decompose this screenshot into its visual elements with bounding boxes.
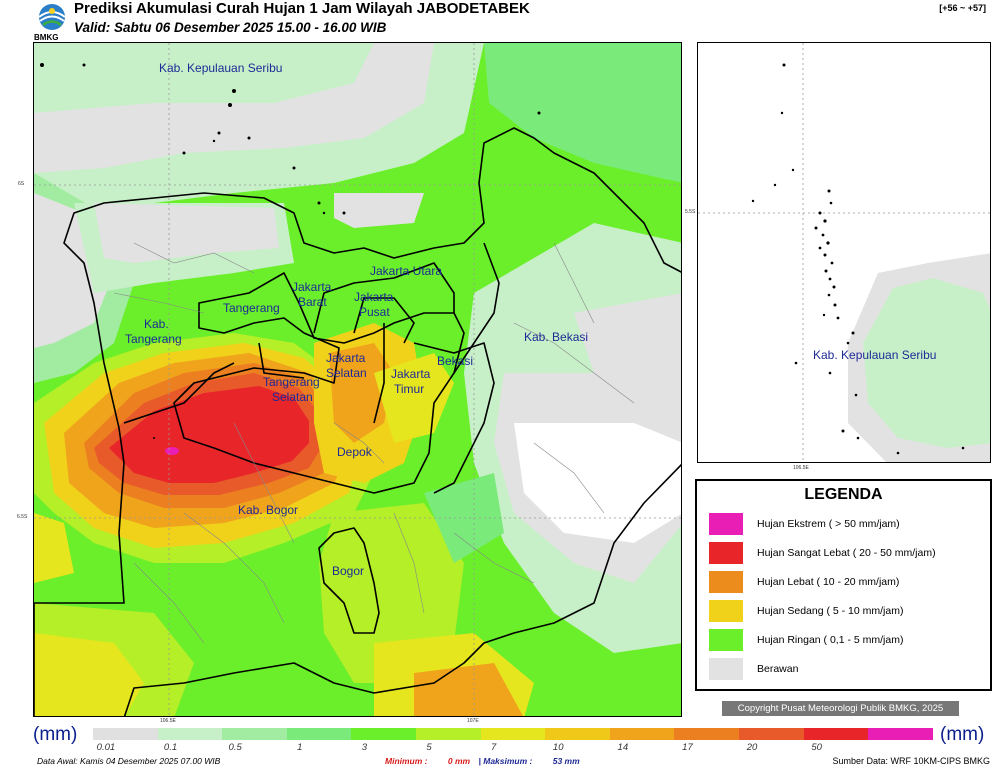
legend-swatch [709, 542, 743, 564]
min-value: 0 mm [447, 756, 471, 766]
colorbar-tick-label: 3 [361, 742, 368, 753]
colorbar-tick-label: 0.01 [96, 742, 116, 753]
min-max-readout: Minimum : 0 mm | Maksimum : 53 mm [385, 756, 580, 766]
data-awal-label: Data Awal: Kamis 04 Desember 2025 07.00 … [37, 756, 221, 766]
legend-swatch [709, 571, 743, 593]
legend-label: Hujan Sangat Lebat ( 20 - 50 mm/jam) [757, 547, 936, 559]
forecast-range: [+56 ~ +57] [939, 3, 986, 13]
legend-label: Hujan Sedang ( 5 - 10 mm/jam) [757, 605, 904, 617]
legend-label: Hujan Ekstrem ( > 50 mm/jam) [757, 518, 900, 530]
colorbar-tick-label: 20 [746, 742, 758, 753]
max-value: 53 mm [552, 756, 580, 766]
inset-lon-label-outer: 106.5E [793, 465, 809, 471]
bmkg-logo-icon [38, 4, 66, 30]
inset-map-canvas [698, 43, 990, 462]
legend-item-ekstrem: Hujan Ekstrem ( > 50 mm/jam) [709, 513, 900, 535]
colorbar-unit-left: (mm) [33, 724, 78, 745]
logo-text: BMKG [34, 33, 59, 42]
copyright-label: Copyright Pusat Meteorologi Publik BMKG,… [722, 701, 959, 716]
colorbar-tick-label: 7 [490, 742, 497, 753]
legend-item-sedang: Hujan Sedang ( 5 - 10 mm/jam) [709, 600, 903, 622]
label-kab-bogor: Kab. Bogor [238, 503, 299, 517]
label-tangerang: Tangerang [223, 301, 280, 315]
legend-swatch [709, 600, 743, 622]
legend-item-ringan: Hujan Ringan ( 0,1 - 5 mm/jam) [709, 629, 903, 651]
colorbar-segment [222, 728, 287, 740]
legend-label: Hujan Ringan ( 0,1 - 5 mm/jam) [757, 634, 904, 646]
legend-title: LEGENDA [804, 486, 883, 503]
inset-lat-label: 5.5S [685, 209, 696, 215]
legend-item-sangat-lebat: Hujan Sangat Lebat ( 20 - 50 mm/jam) [709, 542, 936, 564]
label-kab-tangerang-1: Kab. [144, 317, 169, 331]
label-kab-tangerang-2: Tangerang [125, 332, 182, 346]
colorbar-tick-label: 0.5 [228, 742, 242, 753]
label-jakarta-selatan-2: Selatan [326, 366, 367, 380]
label-jakarta-pusat-1: Jakarta [354, 290, 394, 304]
colorbar-tick-label: 10 [552, 742, 564, 753]
colorbar-segment [286, 728, 352, 740]
lat-label-65s-outer: 6.5S [17, 514, 28, 520]
label-jakarta-pusat-2: Pusat [359, 305, 390, 319]
colorbar-segment [93, 728, 158, 740]
source-label: Sumber Data: WRF 10KM-CIPS BMKG [832, 756, 990, 766]
lon-label-1065: 106.5E [160, 718, 176, 724]
label-jakarta-timur-2: Timur [394, 382, 425, 396]
label-tangsel-2: Selatan [272, 390, 313, 404]
colorbar-tick-label: 50 [811, 742, 822, 753]
legend-swatch [709, 513, 743, 535]
main-map: Kab. Kepulauan Seribu Jakarta Utara Jaka… [33, 42, 682, 717]
lon-label-107: 107E [467, 718, 479, 724]
label-jakarta-barat-2: Barat [298, 295, 327, 309]
legend-swatch [709, 629, 743, 651]
label-kab-bekasi: Kab. Bekasi [524, 330, 589, 344]
main-map-canvas [34, 43, 681, 716]
colorbar-segment [868, 728, 933, 740]
max-label: Maksimum : [483, 756, 533, 766]
colorbar-segment [674, 728, 740, 740]
label-kep-seribu: Kab. Kepulauan Seribu [159, 61, 283, 75]
colorbar-segment [480, 728, 546, 740]
label-jakarta-timur-1: Jakarta [391, 367, 431, 381]
colorbar-tick-label: 0.1 [163, 742, 178, 753]
colorbar-tick-label: 1 [297, 742, 303, 753]
label-bekasi: Bekasi [437, 354, 474, 368]
colorbar-tick-label: 14 [617, 742, 629, 753]
colorbar-segment [803, 728, 869, 740]
colorbar-segment [157, 728, 223, 740]
colorbar-ticks: 0.01 0.1 0.5 1 3 5 7 10 14 17 20 50 [80, 742, 950, 754]
lat-label-6s-outer: 6S [18, 181, 25, 187]
valid-time: Valid: Sabtu 06 Desember 2025 15.00 - 16… [74, 20, 387, 35]
colorbar-segment [545, 728, 610, 740]
legend-label: Berawan [757, 663, 799, 675]
colorbar-segment [416, 728, 481, 740]
colorbar-tick-label: 5 [426, 742, 432, 753]
min-label: Minimum : [385, 756, 428, 766]
colorbar-segment [351, 728, 417, 740]
label-jakarta-utara: Jakarta Utara [370, 264, 443, 278]
colorbar-unit-right: (mm) [940, 724, 985, 745]
label-depok: Depok [337, 445, 372, 459]
label-jakarta-barat-1: Jakarta [292, 280, 332, 294]
colorbar-segment [739, 728, 804, 740]
label-jakarta-selatan-1: Jakarta [326, 351, 366, 365]
inset-label-kep-seribu: Kab. Kepulauan Seribu [813, 348, 937, 362]
colorbar [93, 728, 933, 740]
legend-swatch [709, 658, 743, 680]
map-title: Prediksi Akumulasi Curah Hujan 1 Jam Wil… [74, 0, 530, 17]
label-bogor: Bogor [332, 564, 365, 578]
legend-box: LEGENDA Hujan Ekstrem ( > 50 mm/jam) Huj… [695, 479, 992, 691]
legend-label: Hujan Lebat ( 10 - 20 mm/jam) [757, 576, 900, 588]
legend-item-berawan: Berawan [709, 658, 798, 680]
legend-item-lebat: Hujan Lebat ( 10 - 20 mm/jam) [709, 571, 899, 593]
label-tangsel-1: Tangerang [263, 375, 320, 389]
inset-map: Kab. Kepulauan Seribu 106.5E [697, 42, 991, 463]
colorbar-segment [609, 728, 675, 740]
colorbar-tick-label: 17 [682, 742, 693, 753]
